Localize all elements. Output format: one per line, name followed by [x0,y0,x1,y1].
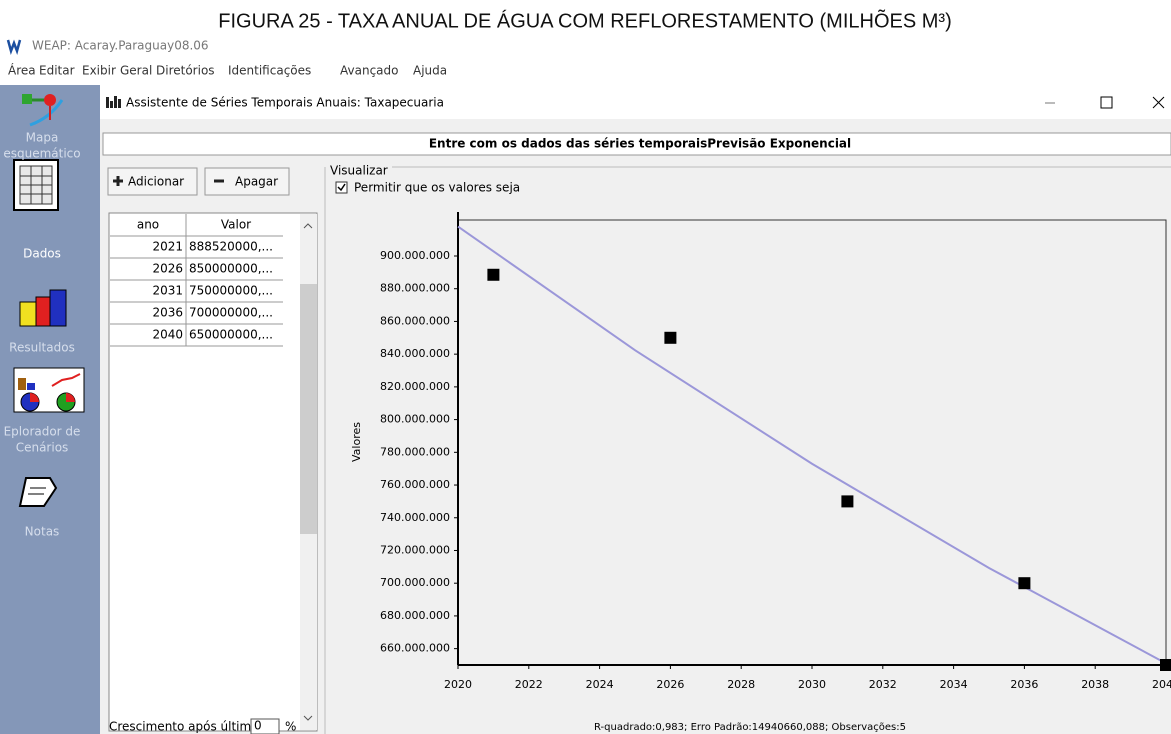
plot-area [457,219,1167,666]
sidebar-label[interactable]: Eplorador de [4,425,81,439]
x-tick-label: 2032 [869,678,897,691]
sidebar-label[interactable]: esquemático [3,147,80,161]
header-text: Entre com os dados das séries temporaisP… [429,137,851,151]
scroll-up[interactable] [303,223,313,229]
y-tick-label: 780.000.000 [380,445,450,458]
x-tick-label: 2040 [1152,678,1171,691]
growth-unit: % [285,720,296,734]
menu-item[interactable]: Área [8,63,36,78]
explorer-icon[interactable] [13,367,85,413]
menu-item[interactable]: Identificações [228,64,311,78]
y-tick-label: 680.000.000 [380,609,450,622]
data-point [841,495,854,508]
header-bar [102,132,1171,156]
checkbox-check [337,183,346,192]
menu-item[interactable]: Diretórios [156,64,215,78]
table-frame [108,212,318,732]
value-cell: 650000000,... [189,328,273,342]
growth-input[interactable] [250,718,280,734]
value-cell: 750000000,... [189,284,273,298]
year-cell: 2021 [152,240,183,254]
group-box [324,166,1171,734]
data-icon[interactable] [13,159,59,211]
y-tick-label: 800.000.000 [380,413,450,426]
value-cell: 700000000,... [189,306,273,320]
sidebar-label[interactable]: Resultados [9,341,75,355]
maximize-button[interactable] [1100,96,1113,109]
scroll-down[interactable] [303,715,313,721]
year-cell: 2040 [152,328,183,342]
window-titlebar [100,85,1171,119]
menu-item[interactable]: Editar [39,64,75,78]
x-tick-label: 2026 [656,678,684,691]
value-cell: 888520000,... [189,240,273,254]
column-header: Valor [221,218,251,232]
year-cell: 2026 [152,262,183,276]
x-tick-label: 2038 [1081,678,1109,691]
menu-item[interactable]: Avançado [340,64,398,78]
sidebar-label[interactable]: Dados [23,247,61,261]
scroll-thumb[interactable] [300,284,317,534]
x-tick-label: 2034 [940,678,968,691]
y-tick-label: 700.000.000 [380,576,450,589]
window-title: Assistente de Séries Temporais Anuais: T… [126,96,444,110]
app-icon [6,39,22,56]
results-icon[interactable] [19,289,67,327]
y-tick-label: 900.000.000 [380,249,450,262]
data-point [664,331,677,344]
menu-item[interactable]: Exibir [82,64,116,78]
close-button[interactable] [1152,96,1165,109]
menu-item[interactable]: Geral [120,64,152,78]
menu-item[interactable]: Ajuda [413,64,447,78]
delete-button-label[interactable]: Apagar [235,175,278,189]
y-axis-label: Valores [350,422,363,462]
checkbox[interactable] [335,181,348,194]
stats: R-quadrado:0,983; Erro Padrão:14940660,0… [594,722,906,733]
group-label: Visualizar [330,164,388,178]
notes-icon[interactable] [18,477,58,507]
x-tick-label: 2020 [444,678,472,691]
y-tick-label: 720.000.000 [380,543,450,556]
sidebar-label[interactable]: Cenários [16,441,69,455]
add-button-label[interactable]: Adicionar [128,175,184,189]
window-icon [106,96,121,108]
data-point [1160,659,1171,671]
fit-line [457,225,1167,665]
y-tick-label: 860.000.000 [380,314,450,327]
y-tick-label: 820.000.000 [380,380,450,393]
x-tick-label: 2024 [586,678,614,691]
add-icon [113,176,123,186]
sidebar-label[interactable]: Notas [25,525,60,539]
data-point [1018,577,1031,590]
x-tick-label: 2036 [1010,678,1038,691]
x-tick-label: 2028 [727,678,755,691]
app-title: WEAP: Acaray.Paraguay08.06 [32,39,209,53]
figure-caption: FIGURA 25 - TAXA ANUAL DE ÁGUA COM REFLO… [218,8,951,32]
year-cell: 2036 [152,306,183,320]
x-tick-label: 2030 [798,678,826,691]
y-tick-label: 760.000.000 [380,478,450,491]
checkbox-label[interactable]: Permitir que os valores seja [354,181,520,195]
growth-label: Crescimento após últim [109,720,251,734]
value-cell: 850000000,... [189,262,273,276]
year-cell: 2031 [152,284,183,298]
y-tick-label: 740.000.000 [380,511,450,524]
growth-value[interactable]: 0 [254,719,262,733]
map-icon[interactable] [22,94,64,127]
column-header: ano [137,218,159,232]
x-tick-label: 2022 [515,678,543,691]
y-tick-label: 660.000.000 [380,642,450,655]
y-tick-label: 840.000.000 [380,347,450,360]
data-point [487,268,500,281]
y-tick-label: 880.000.000 [380,282,450,295]
sidebar-label[interactable]: Mapa [26,131,59,145]
